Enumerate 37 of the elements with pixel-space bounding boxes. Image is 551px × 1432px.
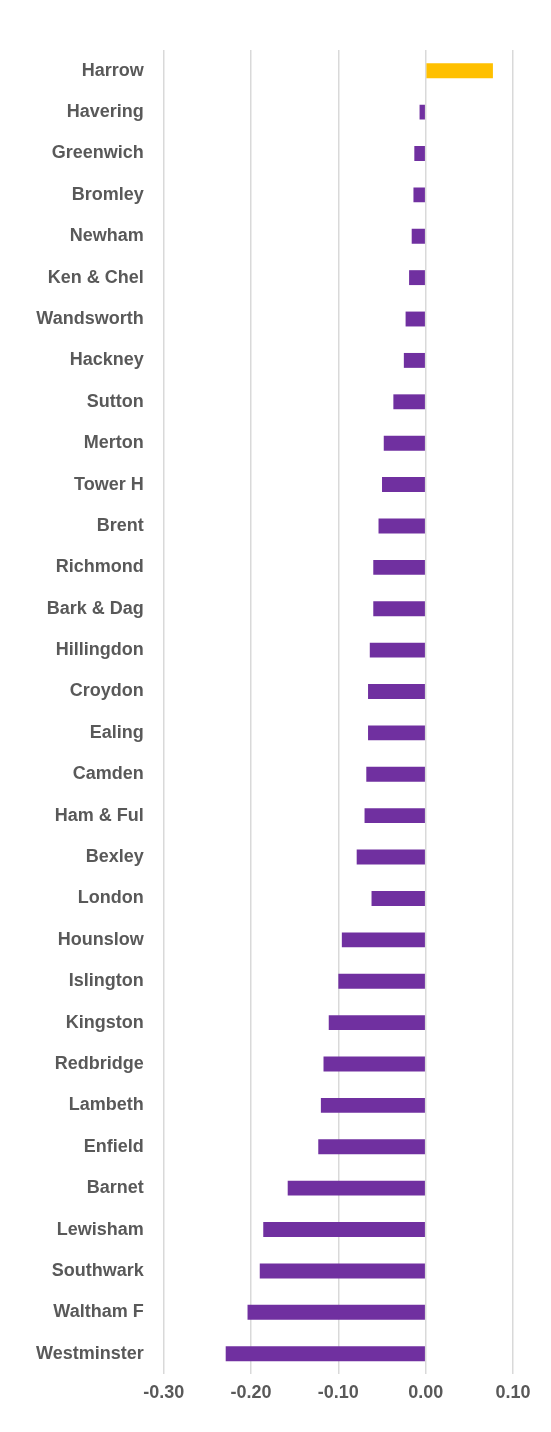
y-tick-label: Hillingdon	[55, 639, 144, 660]
x-tick-label: -0.10	[317, 1382, 359, 1403]
y-tick-label: Wandsworth	[36, 307, 144, 328]
y-tick-label: Tower H	[74, 473, 144, 494]
y-tick-label: Bexley	[85, 846, 144, 867]
y-tick-label: Richmond	[55, 556, 144, 577]
y-tick-label: Southwark	[51, 1259, 145, 1280]
y-tick-label: Waltham F	[53, 1301, 144, 1322]
x-tick-label: 0.00	[408, 1382, 444, 1403]
y-tick-label: Ealing	[89, 721, 144, 742]
y-tick-label: Islington	[68, 970, 144, 991]
y-tick-label: Westminster	[36, 1342, 144, 1363]
y-tick-label: Croydon	[69, 680, 144, 701]
y-tick-label: Camden	[72, 763, 144, 784]
y-tick-label: Ham & Ful	[54, 804, 144, 825]
y-tick-label: Greenwich	[51, 142, 144, 163]
y-tick-label: Sutton	[86, 390, 144, 411]
y-tick-label: Havering	[66, 101, 144, 122]
x-tick-label: -0.20	[230, 1382, 272, 1403]
y-tick-label: Merton	[83, 432, 144, 453]
y-tick-label: Bark & Dag	[46, 597, 144, 618]
y-tick-label: Bromley	[71, 183, 144, 204]
y-tick-label: Ken & Chel	[47, 266, 144, 287]
y-tick-label: Hackney	[69, 349, 144, 370]
y-tick-label: Kingston	[65, 1011, 144, 1032]
y-tick-label: Hounslow	[57, 928, 145, 949]
y-tick-label: Lambeth	[68, 1094, 144, 1115]
x-tick-label: -0.30	[143, 1382, 185, 1403]
y-tick-label: London	[77, 887, 144, 908]
x-tick-label: 0.10	[495, 1382, 531, 1403]
y-tick-label: Lewisham	[56, 1218, 144, 1239]
y-tick-label: Enfield	[83, 1135, 144, 1156]
y-tick-label: Redbridge	[54, 1052, 144, 1073]
y-tick-label: Barnet	[86, 1177, 144, 1198]
y-tick-label: Harrow	[81, 59, 145, 80]
y-tick-label: Brent	[96, 514, 144, 535]
y-tick-label: Newham	[69, 225, 144, 246]
